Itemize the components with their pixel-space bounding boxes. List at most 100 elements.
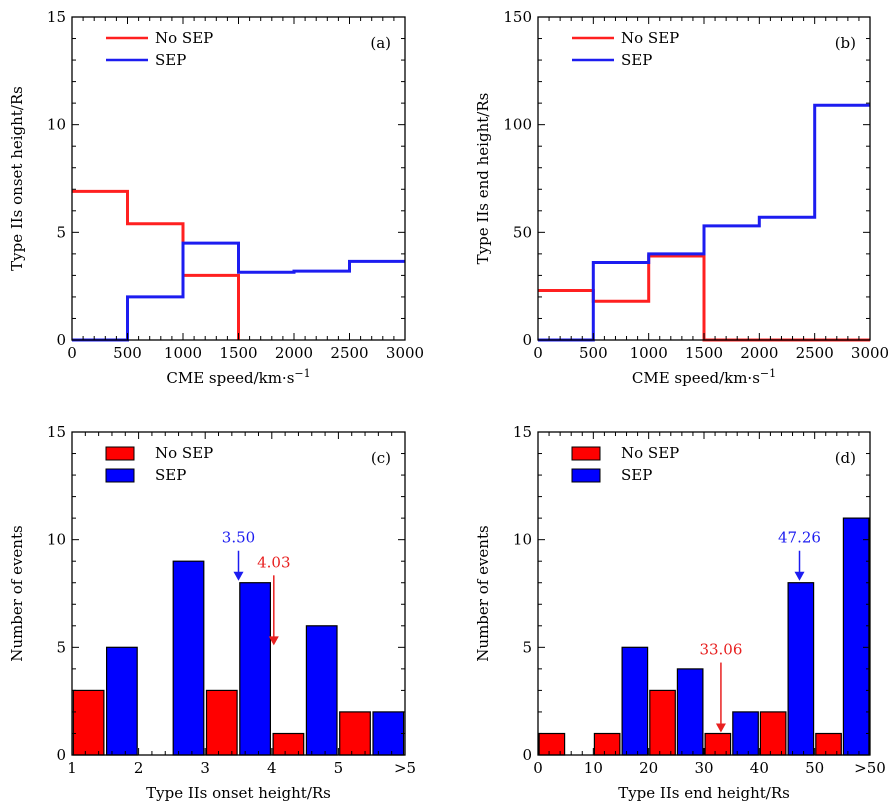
x-tick-label: 4 bbox=[267, 759, 277, 777]
bar-sep-3 bbox=[676, 668, 704, 756]
x-axis-label: Type IIs end height/Rs bbox=[618, 784, 790, 802]
x-tick-label: 2000 bbox=[275, 344, 313, 362]
legend-label-sep: SEP bbox=[155, 51, 186, 69]
x-tick-label: 3000 bbox=[386, 344, 424, 362]
x-tick-label: 500 bbox=[579, 344, 608, 362]
x-tick-label: 1000 bbox=[630, 344, 668, 362]
x-tick-label: >5 bbox=[394, 759, 416, 777]
x-axis-label: CME speed/km·s−1 bbox=[166, 367, 310, 387]
bar-no-sep-1 bbox=[72, 689, 105, 756]
bar-sep-3 bbox=[239, 582, 272, 756]
chart-panel-3: 0 5 10 15 1 2 3 4 5 >5 Type IIs onset height/Rs Num… bbox=[8, 423, 416, 802]
x-tick-label: 1000 bbox=[164, 344, 202, 362]
bar-no-sep-5 bbox=[339, 711, 371, 756]
annotation-arrowhead-2 bbox=[268, 636, 279, 646]
y-tick-label: 15 bbox=[47, 8, 66, 26]
x-tick-label: 2 bbox=[134, 759, 144, 777]
legend-swatch-sep bbox=[105, 468, 135, 483]
annotation-label-2: 33.06 bbox=[699, 641, 742, 659]
x-tick-label: 40 bbox=[750, 759, 769, 777]
x-tick-label: 2500 bbox=[796, 344, 834, 362]
annotation-label-1: 3.50 bbox=[222, 529, 255, 547]
bar-sep-5 bbox=[787, 582, 815, 756]
x-tick-label: 20 bbox=[639, 759, 658, 777]
y-tick-label: 0 bbox=[522, 746, 532, 764]
y-axis-label: Type IIs onset height/Rs bbox=[8, 86, 26, 271]
legend-swatch-no-sep bbox=[571, 446, 601, 461]
legend-label-no-sep: No SEP bbox=[621, 444, 679, 462]
bar-sep-4 bbox=[305, 625, 338, 756]
x-tick-label: 10 bbox=[584, 759, 603, 777]
annotation-arrowhead-1 bbox=[233, 571, 244, 581]
y-tick-label: 150 bbox=[503, 8, 532, 26]
bar-no-sep-1 bbox=[538, 732, 566, 756]
bar-sep-6 bbox=[842, 517, 870, 756]
bar-no-sep-5 bbox=[759, 711, 787, 756]
y-tick-label: 0 bbox=[56, 746, 66, 764]
legend-label-no-sep: No SEP bbox=[155, 444, 213, 462]
y-axis-label: Number of events bbox=[8, 525, 26, 661]
series-line-sep bbox=[72, 241, 405, 342]
annotation-label-1: 47.26 bbox=[778, 529, 821, 547]
y-tick-label: 5 bbox=[56, 638, 66, 656]
y-tick-label: 5 bbox=[56, 223, 66, 241]
x-tick-label: 1 bbox=[67, 759, 77, 777]
bar-sep-2 bbox=[172, 560, 205, 756]
chart-panel-4: 0 5 10 15 0 10 20 30 40 50 >50 Type IIs end height/… bbox=[474, 423, 886, 802]
y-tick-label: 10 bbox=[513, 531, 532, 549]
x-tick-label: 0 bbox=[533, 344, 543, 362]
legend-label-no-sep: No SEP bbox=[155, 29, 213, 47]
x-tick-label: >50 bbox=[854, 759, 886, 777]
y-tick-label: 5 bbox=[522, 638, 532, 656]
x-tick-label: 50 bbox=[805, 759, 824, 777]
bar-no-sep-3 bbox=[205, 689, 238, 756]
bar-no-sep-6 bbox=[815, 732, 842, 756]
legend-label-sep: SEP bbox=[621, 51, 652, 69]
panel-label: (b) bbox=[835, 34, 856, 52]
series-line-no-sep bbox=[72, 189, 240, 340]
x-tick-label: 1500 bbox=[685, 344, 723, 362]
y-tick-label: 10 bbox=[47, 116, 66, 134]
bar-sep-5 bbox=[372, 711, 405, 756]
x-tick-label: 30 bbox=[694, 759, 713, 777]
panel-label: (a) bbox=[370, 34, 391, 52]
y-tick-label: 100 bbox=[503, 116, 532, 134]
annotation-arrowhead-2 bbox=[715, 723, 726, 733]
bar-no-sep-2 bbox=[593, 732, 621, 756]
x-axis-label: Type IIs onset height/Rs bbox=[146, 784, 331, 802]
bar-sep-1 bbox=[105, 646, 138, 756]
x-tick-label: 3000 bbox=[851, 344, 889, 362]
legend-swatch-sep bbox=[571, 468, 601, 483]
legend-label-no-sep: No SEP bbox=[621, 29, 679, 47]
plot-frame bbox=[71, 431, 406, 756]
y-axis-label: Type IIs end height/Rs bbox=[474, 93, 492, 265]
x-tick-label: 2500 bbox=[330, 344, 368, 362]
annotation-label-2: 4.03 bbox=[257, 553, 290, 571]
legend-label-sep: SEP bbox=[621, 466, 652, 484]
x-tick-label: 2000 bbox=[740, 344, 778, 362]
bar-no-sep-4 bbox=[272, 732, 305, 756]
series-line-no-sep bbox=[538, 254, 870, 342]
x-tick-label: 1500 bbox=[219, 344, 257, 362]
panel-label: (d) bbox=[835, 449, 856, 467]
chart-panel-1: 0 5 10 15 0 500 1000 1500 2000 2500 3000 CME speed/… bbox=[8, 8, 424, 387]
y-tick-label: 15 bbox=[513, 423, 532, 441]
panel-label: (c) bbox=[371, 449, 391, 467]
y-axis-label: Number of events bbox=[474, 525, 492, 661]
annotation-arrowhead-1 bbox=[794, 571, 805, 581]
bar-sep-2 bbox=[621, 646, 649, 756]
y-tick-label: 0 bbox=[56, 331, 66, 349]
y-tick-label: 15 bbox=[47, 423, 66, 441]
bar-sep-4 bbox=[732, 711, 759, 756]
x-tick-label: 0 bbox=[533, 759, 543, 777]
y-tick-label: 50 bbox=[513, 223, 532, 241]
bar-no-sep-4 bbox=[704, 732, 732, 756]
legend-label-sep: SEP bbox=[155, 466, 186, 484]
x-tick-label: 5 bbox=[334, 759, 344, 777]
y-tick-label: 10 bbox=[47, 531, 66, 549]
y-tick-label: 0 bbox=[522, 331, 532, 349]
x-tick-label: 500 bbox=[113, 344, 142, 362]
legend-swatch-no-sep bbox=[105, 446, 135, 461]
